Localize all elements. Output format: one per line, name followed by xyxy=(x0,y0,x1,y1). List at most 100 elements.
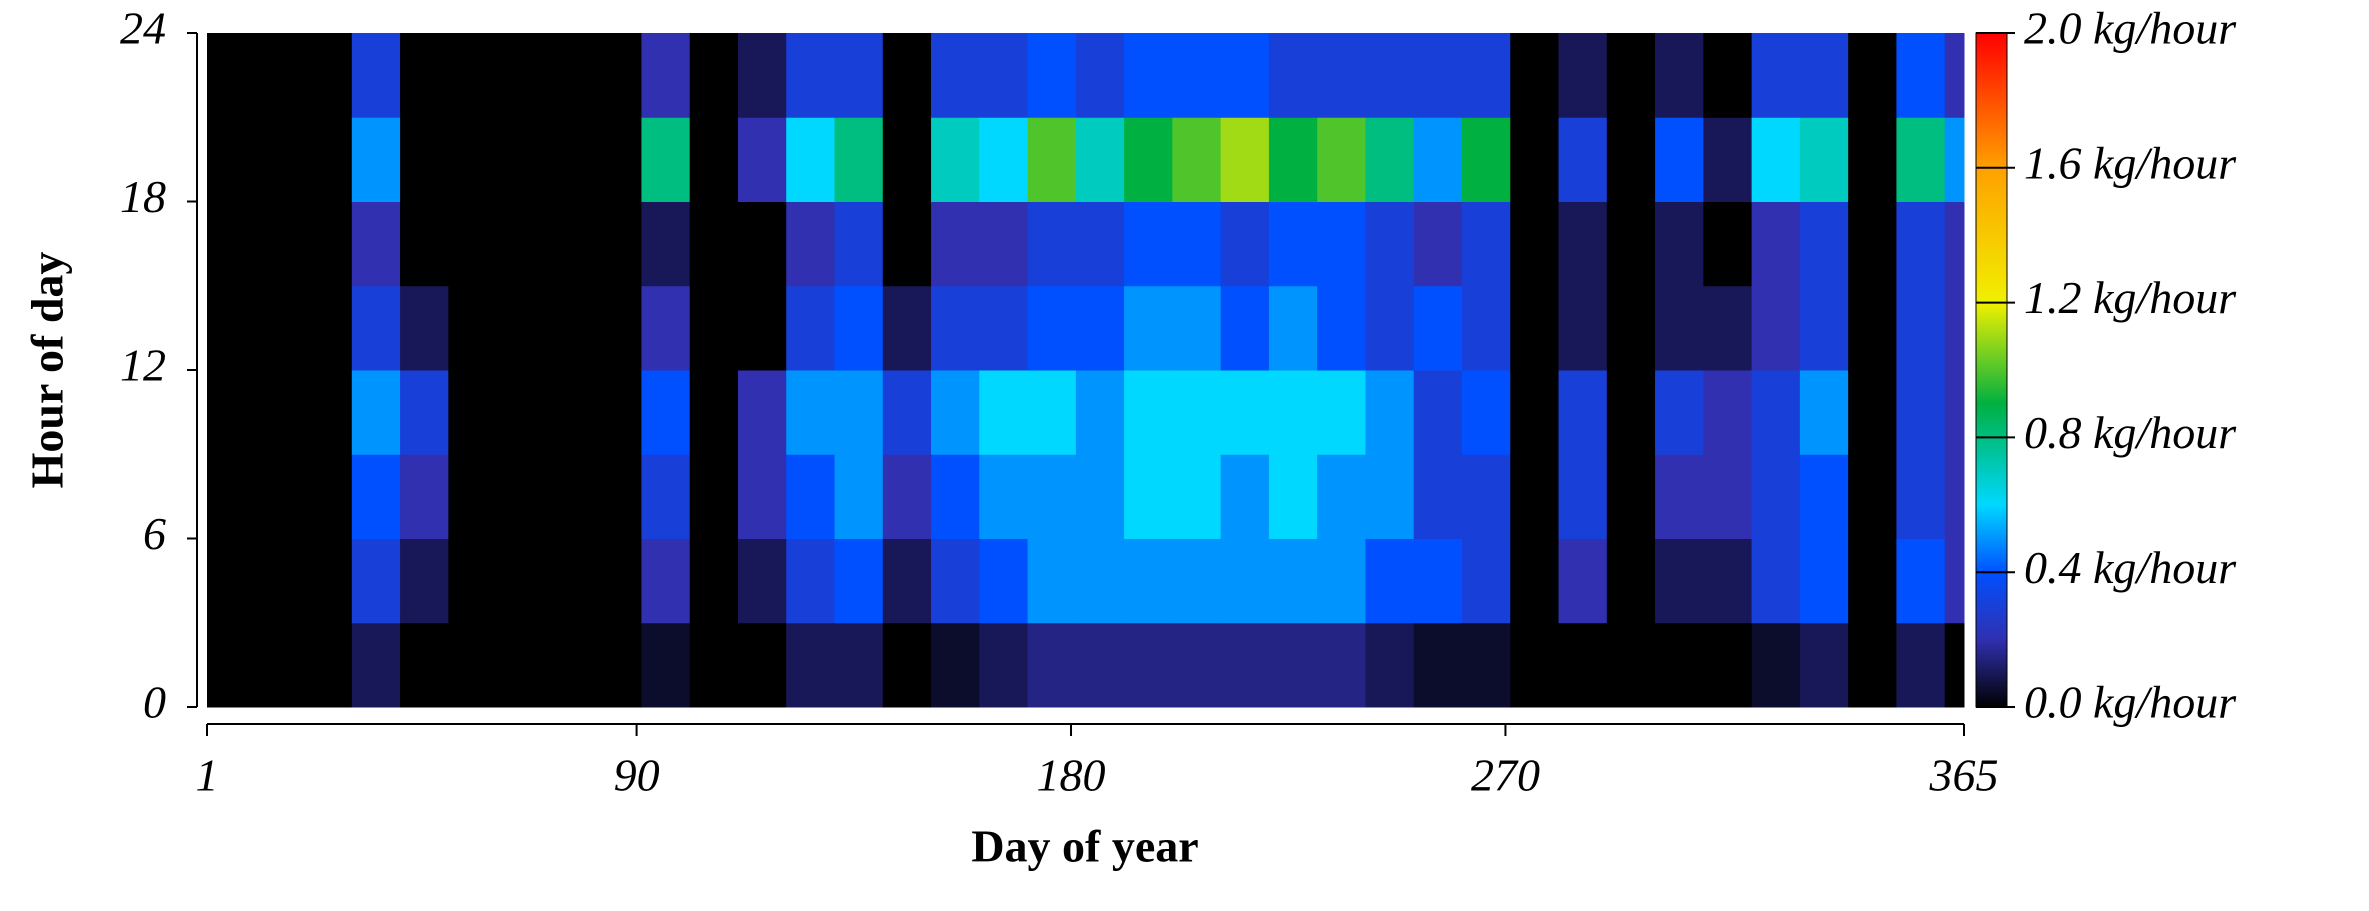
heat-cell xyxy=(1558,33,1608,118)
heat-cell xyxy=(641,285,691,371)
heat-cell xyxy=(1075,33,1125,118)
heat-cell xyxy=(1606,622,1656,708)
heat-cell xyxy=(786,622,835,708)
heat-cell xyxy=(1848,538,1897,624)
heat-cell xyxy=(931,33,980,118)
heat-cell xyxy=(834,285,884,371)
heat-cell xyxy=(1365,33,1415,118)
heat-cell xyxy=(1558,538,1608,624)
heat-cell xyxy=(448,285,498,371)
heat-cell xyxy=(1075,117,1125,202)
heat-cell xyxy=(1655,117,1704,202)
heat-cell xyxy=(786,538,835,624)
heat-cell xyxy=(1799,370,1849,455)
heat-cell xyxy=(834,454,884,539)
heat-cell xyxy=(641,33,691,118)
heat-cell xyxy=(1124,201,1173,287)
heat-cell xyxy=(1655,622,1704,708)
heat-cell xyxy=(1655,285,1704,371)
heat-cell xyxy=(1124,33,1173,118)
heat-cell xyxy=(593,201,642,287)
heat-cell xyxy=(737,370,787,455)
heat-cell xyxy=(448,370,498,455)
heat-cell xyxy=(448,538,498,624)
heat-cell xyxy=(1365,285,1415,371)
heat-cell xyxy=(303,538,353,624)
heat-cell xyxy=(786,370,835,455)
heat-cell xyxy=(1606,33,1656,118)
heat-cell xyxy=(737,117,787,202)
heat-cell xyxy=(979,538,1029,624)
heat-cell xyxy=(834,201,884,287)
heat-cell xyxy=(1268,622,1318,708)
heat-cell xyxy=(1510,285,1560,371)
heat-cell xyxy=(1799,622,1849,708)
x-axis-title: Day of year xyxy=(971,821,1198,872)
heat-cell xyxy=(496,285,546,371)
heat-cell xyxy=(496,117,546,202)
heat-cell xyxy=(931,622,980,708)
colorbar xyxy=(1975,32,2008,708)
heat-cell xyxy=(931,117,980,202)
heat-cell xyxy=(1510,117,1560,202)
heat-cell xyxy=(882,201,932,287)
heat-cell xyxy=(255,117,305,202)
heat-cell xyxy=(641,454,691,539)
heat-cell xyxy=(1220,622,1270,708)
x-tick-label: 180 xyxy=(1037,750,1106,801)
heat-cell xyxy=(255,370,305,455)
heat-cell xyxy=(979,285,1029,371)
heat-cell xyxy=(834,370,884,455)
heat-cell xyxy=(689,370,739,455)
heat-cell xyxy=(1075,622,1125,708)
heat-cell xyxy=(979,117,1029,202)
heat-cell xyxy=(1558,454,1608,539)
heat-cell xyxy=(882,117,932,202)
heat-cell xyxy=(1510,538,1560,624)
heat-cell xyxy=(207,201,256,287)
heat-cell xyxy=(1413,117,1463,202)
heat-cell xyxy=(1703,201,1753,287)
heat-cell xyxy=(1462,454,1511,539)
heat-cell xyxy=(1462,201,1511,287)
heat-cell xyxy=(1124,285,1173,371)
heat-cell xyxy=(544,201,594,287)
heat-cell xyxy=(1655,538,1704,624)
heat-cell xyxy=(882,454,932,539)
heat-cell xyxy=(544,285,594,371)
heat-cell xyxy=(207,454,256,539)
heat-cell xyxy=(1751,622,1801,708)
heat-cell xyxy=(544,370,594,455)
heat-cell xyxy=(689,538,739,624)
colorbar-label: 0.8 kg/hour xyxy=(2024,407,2237,458)
colorbar-label: 0.4 kg/hour xyxy=(2024,542,2237,593)
heat-cell xyxy=(641,370,691,455)
heat-cell xyxy=(1027,33,1077,118)
heat-cell xyxy=(448,622,498,708)
heat-cell xyxy=(979,622,1029,708)
x-tick-label: 270 xyxy=(1471,750,1540,801)
heat-cell xyxy=(689,201,739,287)
heat-cell xyxy=(1944,538,1965,624)
colorbar-label: 1.6 kg/hour xyxy=(2024,137,2237,188)
heat-cell xyxy=(1510,33,1560,118)
heat-cell xyxy=(1268,454,1318,539)
heat-cell xyxy=(1413,622,1463,708)
heat-cell xyxy=(1172,285,1222,371)
heat-cell xyxy=(593,33,642,118)
heat-cell xyxy=(931,201,980,287)
heat-cell xyxy=(1944,285,1965,371)
heat-cell xyxy=(931,454,980,539)
y-tick-label: 12 xyxy=(120,340,166,391)
heat-cell xyxy=(1944,622,1965,708)
heat-cell xyxy=(255,454,305,539)
heat-cell xyxy=(641,201,691,287)
heat-cell xyxy=(1848,201,1897,287)
heat-cell xyxy=(641,622,691,708)
heat-cell xyxy=(1944,117,1965,202)
heat-cell xyxy=(1317,370,1366,455)
heat-cell xyxy=(1655,201,1704,287)
heat-cell xyxy=(1027,201,1077,287)
heat-cell xyxy=(689,117,739,202)
heat-cell xyxy=(882,370,932,455)
